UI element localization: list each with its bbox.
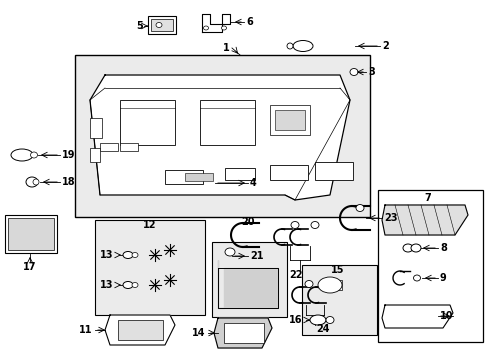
Ellipse shape xyxy=(309,315,325,325)
Bar xyxy=(164,170,203,184)
Ellipse shape xyxy=(33,179,39,185)
Ellipse shape xyxy=(11,149,33,161)
Ellipse shape xyxy=(26,177,38,187)
Bar xyxy=(90,118,102,138)
Text: 8: 8 xyxy=(439,243,446,253)
Ellipse shape xyxy=(325,316,333,324)
Ellipse shape xyxy=(317,277,341,293)
Text: 12: 12 xyxy=(143,220,157,230)
Ellipse shape xyxy=(355,204,363,211)
Polygon shape xyxy=(381,205,467,235)
Bar xyxy=(200,100,254,145)
Ellipse shape xyxy=(30,152,38,158)
Text: 19: 19 xyxy=(62,150,75,160)
Ellipse shape xyxy=(123,282,133,288)
Bar xyxy=(224,168,254,180)
Text: 1: 1 xyxy=(223,43,229,53)
Ellipse shape xyxy=(123,252,133,258)
Bar xyxy=(269,105,309,135)
Bar xyxy=(151,19,173,31)
Bar xyxy=(224,323,264,343)
Ellipse shape xyxy=(323,280,330,288)
Bar xyxy=(148,16,176,34)
Ellipse shape xyxy=(203,26,208,30)
Text: 3: 3 xyxy=(367,67,374,77)
Ellipse shape xyxy=(413,275,420,281)
Ellipse shape xyxy=(402,244,412,252)
Bar xyxy=(95,220,204,315)
Ellipse shape xyxy=(156,22,162,27)
Ellipse shape xyxy=(349,68,357,76)
Ellipse shape xyxy=(221,26,226,30)
Ellipse shape xyxy=(132,252,138,257)
Bar xyxy=(8,218,54,250)
Text: 15: 15 xyxy=(330,265,344,275)
Bar xyxy=(184,173,213,181)
Text: 22: 22 xyxy=(289,270,302,280)
Polygon shape xyxy=(90,75,349,200)
Text: 20: 20 xyxy=(241,217,254,227)
Bar xyxy=(100,143,118,151)
Bar xyxy=(90,148,100,162)
Ellipse shape xyxy=(410,244,420,252)
Polygon shape xyxy=(105,315,175,345)
Text: 16: 16 xyxy=(288,315,302,325)
Bar xyxy=(377,190,482,342)
Text: 10: 10 xyxy=(439,311,452,321)
Bar xyxy=(118,320,163,340)
Bar xyxy=(302,265,376,335)
Ellipse shape xyxy=(292,40,312,51)
Ellipse shape xyxy=(310,221,318,229)
Text: 9: 9 xyxy=(439,273,446,283)
Ellipse shape xyxy=(286,43,292,49)
Bar xyxy=(321,280,341,290)
Bar xyxy=(212,242,286,317)
Ellipse shape xyxy=(224,248,235,256)
Text: 5: 5 xyxy=(136,21,142,31)
Bar xyxy=(120,143,138,151)
Polygon shape xyxy=(202,14,229,32)
Ellipse shape xyxy=(132,283,138,288)
Text: 7: 7 xyxy=(424,193,430,203)
Polygon shape xyxy=(218,260,278,308)
Text: 14: 14 xyxy=(191,328,204,338)
Bar xyxy=(120,100,175,145)
Ellipse shape xyxy=(305,280,312,288)
Text: 4: 4 xyxy=(249,178,256,188)
Ellipse shape xyxy=(290,221,298,229)
Text: 23: 23 xyxy=(383,213,397,223)
Bar xyxy=(269,165,307,180)
Bar xyxy=(75,55,369,217)
Text: 18: 18 xyxy=(62,177,76,187)
Text: 13: 13 xyxy=(99,250,113,260)
Polygon shape xyxy=(381,305,452,328)
Text: 11: 11 xyxy=(79,325,92,335)
Bar xyxy=(314,162,352,180)
Text: 6: 6 xyxy=(245,17,252,27)
Text: 2: 2 xyxy=(381,41,388,51)
Bar xyxy=(274,110,305,130)
Polygon shape xyxy=(214,318,271,348)
Text: 17: 17 xyxy=(23,262,37,272)
Text: 24: 24 xyxy=(315,324,329,334)
Bar xyxy=(5,215,57,253)
Text: 13: 13 xyxy=(99,280,113,290)
Text: 21: 21 xyxy=(249,251,263,261)
